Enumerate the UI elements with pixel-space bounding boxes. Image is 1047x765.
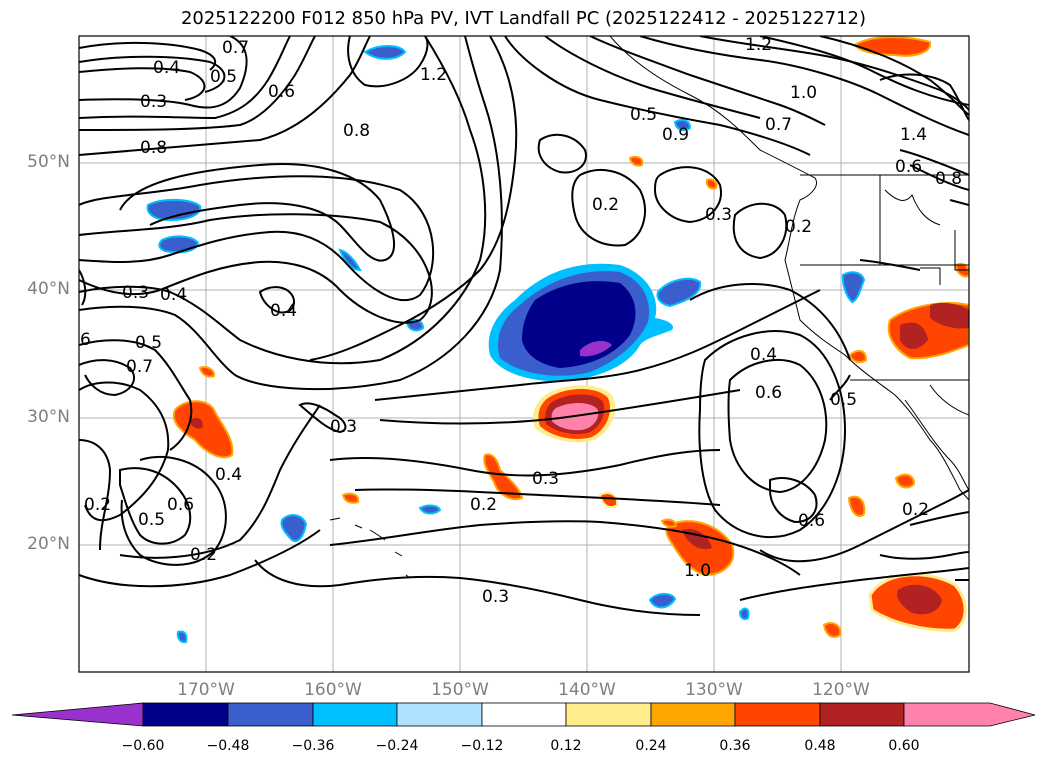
positive-anomaly-patches	[172, 36, 969, 638]
contour-label: 1.0	[684, 561, 711, 581]
lat-label: 50°N	[27, 152, 70, 172]
lon-label: 170°W	[177, 680, 235, 700]
contour-label: 0.5	[135, 333, 162, 353]
contour-label: 0.8	[935, 169, 962, 189]
map-title: 2025122200 F012 850 hPa PV, IVT Landfall…	[180, 8, 867, 29]
colorbar-tick: −0.36	[291, 738, 335, 754]
colorbar-bin	[481, 702, 567, 727]
contour-label: 0.4	[750, 345, 777, 365]
contour-label: 0.5	[138, 510, 165, 530]
lat-label: 30°N	[27, 407, 70, 427]
contour-label: 0.2	[470, 495, 497, 515]
contour-label: 0.4	[270, 301, 297, 321]
contour-label: 1.2	[745, 35, 772, 55]
contour-label: 0.5	[210, 67, 237, 87]
colorbar-bin	[565, 702, 652, 727]
contour-label: 0.6	[755, 383, 782, 403]
colorbar-tick: −0.24	[375, 738, 419, 754]
contour-label: 0.4	[153, 58, 180, 78]
lon-label: 140°W	[558, 680, 616, 700]
lon-label: 120°W	[812, 680, 870, 700]
contour-label: 0.7	[126, 357, 153, 377]
contour-label: 0.5	[830, 390, 857, 410]
positive-anomaly-central-pacific	[533, 385, 616, 443]
lon-label: 130°W	[685, 680, 743, 700]
contour-label: 0.4	[215, 465, 242, 485]
contour-label: 6	[80, 330, 91, 350]
coastlines	[609, 36, 969, 501]
contour-label: 1.4	[900, 125, 927, 145]
contour-label: 0.2	[785, 217, 812, 237]
contour-label: 0.8	[140, 138, 167, 158]
colorbar-bin	[11, 702, 144, 727]
contour-label: 0.7	[765, 115, 792, 135]
colorbar	[11, 702, 1036, 727]
colorbar-tick: 0.60	[888, 738, 920, 754]
colorbar-tick: 0.24	[635, 738, 667, 754]
contour-label: 0.2	[592, 195, 619, 215]
contour-label: 0.3	[122, 283, 149, 303]
colorbar-tick: −0.60	[121, 738, 165, 754]
lat-label: 20°N	[27, 534, 70, 554]
contour-label: 0.2	[84, 495, 111, 515]
colorbar-tick: −0.12	[460, 738, 504, 754]
colorbar-tick: −0.48	[206, 738, 250, 754]
lat-label: 40°N	[27, 279, 70, 299]
contour-label: 0.8	[343, 121, 370, 141]
lon-label: 160°W	[304, 680, 362, 700]
lon-label: 150°W	[431, 680, 489, 700]
colorbar-bin	[903, 702, 1036, 727]
colorbar-bin	[734, 702, 821, 727]
contour-label: 0.7	[222, 38, 249, 58]
contour-label: 1.2	[420, 65, 447, 85]
colorbar-bin	[312, 702, 398, 727]
contour-label: 0.2	[190, 545, 217, 565]
contour-label: 0.5	[630, 105, 657, 125]
contour-label: 1.0	[790, 83, 817, 103]
contour-label: 0.3	[330, 417, 357, 437]
pv-contours	[79, 36, 969, 616]
contour-label: 0.2	[902, 500, 929, 520]
contour-label: 0.9	[662, 125, 689, 145]
contour-label: 0.3	[532, 469, 559, 489]
colorbar-bin	[396, 702, 483, 727]
map-frame	[78, 35, 970, 673]
contour-label: 0.3	[482, 587, 509, 607]
contour-label: 0.3	[705, 205, 732, 225]
contour-label: 0.6	[167, 495, 194, 515]
contour-label: 0.4	[160, 285, 187, 305]
colorbar-tick: 0.12	[550, 738, 582, 754]
colorbar-tick: 0.48	[804, 738, 836, 754]
contour-labels: 0.7 0.4 0.5 0.3 0.6 0.8 1.2 0.5 1.2 1.0 …	[80, 35, 962, 607]
contour-label: 0.6	[268, 82, 295, 102]
negative-anomaly-central-pacific	[488, 263, 674, 382]
contour-label: 0.6	[895, 157, 922, 177]
colorbar-bin	[819, 702, 905, 727]
colorbar-tick: 0.36	[719, 738, 751, 754]
colorbar-bin	[227, 702, 314, 727]
contour-label: 0.3	[140, 92, 167, 112]
map-panel[interactable]: 0.7 0.4 0.5 0.3 0.6 0.8 1.2 0.5 1.2 1.0 …	[79, 35, 969, 672]
colorbar-bin	[142, 702, 229, 727]
contour-label: 0.6	[798, 511, 825, 531]
colorbar-bin	[650, 702, 736, 727]
